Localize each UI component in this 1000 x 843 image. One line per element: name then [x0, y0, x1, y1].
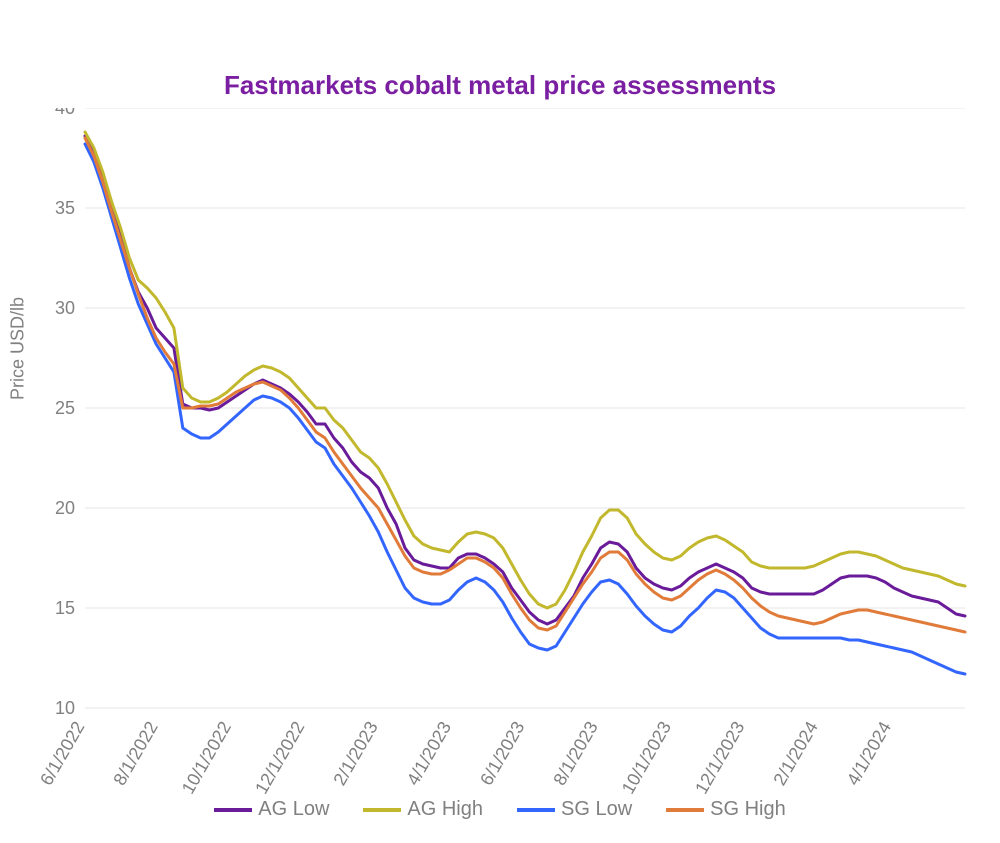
svg-text:10/1/2022: 10/1/2022: [178, 718, 235, 797]
svg-text:2/1/2023: 2/1/2023: [329, 718, 381, 789]
cobalt-price-chart: Fastmarkets cobalt metal price assessmen…: [0, 0, 1000, 843]
svg-text:40: 40: [55, 108, 75, 118]
legend-swatch: [363, 808, 401, 812]
legend-item: AG High: [363, 798, 483, 821]
svg-text:10/1/2023: 10/1/2023: [618, 718, 675, 797]
svg-text:30: 30: [55, 298, 75, 318]
svg-text:35: 35: [55, 198, 75, 218]
legend-label: AG Low: [258, 798, 329, 821]
legend: AG Low AG High SG Low SG High: [0, 798, 1000, 821]
legend-swatch: [214, 808, 252, 812]
svg-text:4/1/2023: 4/1/2023: [403, 718, 455, 789]
svg-text:8/1/2023: 8/1/2023: [549, 718, 601, 789]
svg-text:15: 15: [55, 598, 75, 618]
chart-title: Fastmarkets cobalt metal price assessmen…: [0, 70, 1000, 101]
svg-text:10: 10: [55, 698, 75, 718]
legend-item: SG High: [666, 798, 786, 821]
legend-item: AG Low: [214, 798, 329, 821]
legend-label: SG Low: [561, 798, 632, 821]
svg-text:2/1/2024: 2/1/2024: [769, 718, 821, 789]
plot-area: 10 15 20 25 30 35 40 6/1/2022 8/1/2022 10/1/2022 1…: [35, 108, 975, 828]
legend-swatch: [517, 808, 555, 812]
legend-swatch: [666, 808, 704, 812]
legend-label: SG High: [710, 798, 786, 821]
svg-text:25: 25: [55, 398, 75, 418]
svg-text:6/1/2023: 6/1/2023: [476, 718, 528, 789]
legend-item: SG Low: [517, 798, 632, 821]
svg-text:20: 20: [55, 498, 75, 518]
svg-text:4/1/2024: 4/1/2024: [843, 718, 895, 789]
svg-text:12/1/2022: 12/1/2022: [251, 718, 308, 797]
svg-text:12/1/2023: 12/1/2023: [691, 718, 748, 797]
svg-text:6/1/2022: 6/1/2022: [36, 718, 88, 789]
legend-label: AG High: [407, 798, 483, 821]
svg-text:8/1/2022: 8/1/2022: [109, 718, 161, 789]
y-axis-label: Price USD/lb: [8, 297, 29, 400]
